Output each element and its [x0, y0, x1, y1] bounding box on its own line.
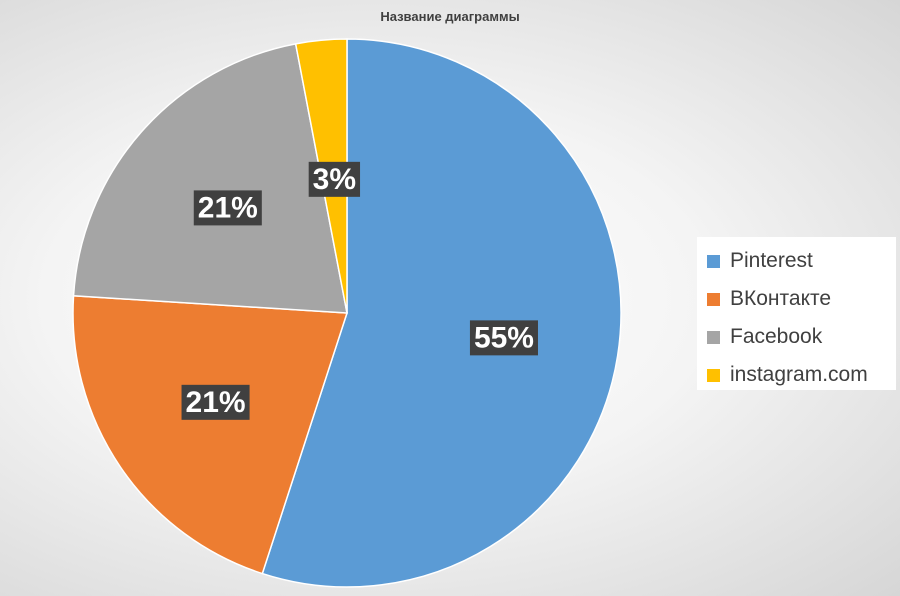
data-label-facebook: 21% [193, 190, 262, 226]
pie-slice-facebook[interactable] [72, 42, 348, 314]
legend-label: Facebook [730, 325, 823, 348]
legend-swatch [707, 254, 720, 268]
chart-legend: Pinterest ВКонтакте Facebook instagram.com [697, 237, 896, 390]
legend-swatch [707, 330, 720, 344]
data-label-вконтакте: 21% [181, 384, 250, 420]
legend-swatch [707, 292, 720, 306]
data-label-pinterest: 55% [469, 320, 538, 356]
legend-item: Facebook [697, 318, 896, 356]
chart-title: Название диаграммы [380, 9, 520, 24]
legend-item: instagram.com [697, 356, 896, 394]
legend-item: ВКонтакте [697, 280, 896, 318]
svg-text:3%: 3% [313, 163, 356, 196]
svg-text:21%: 21% [186, 386, 246, 419]
legend-swatch [707, 368, 720, 382]
legend-label: ВКонтакте [730, 287, 832, 310]
svg-text:21%: 21% [198, 191, 258, 224]
pie-slice-вконтакте[interactable] [72, 294, 349, 575]
svg-text:55%: 55% [474, 321, 534, 354]
legend-item: Pinterest [697, 242, 896, 280]
legend-label: Pinterest [730, 249, 813, 272]
data-label-instagram-com: 3% [308, 161, 361, 197]
legend-label: instagram.com [730, 363, 868, 386]
